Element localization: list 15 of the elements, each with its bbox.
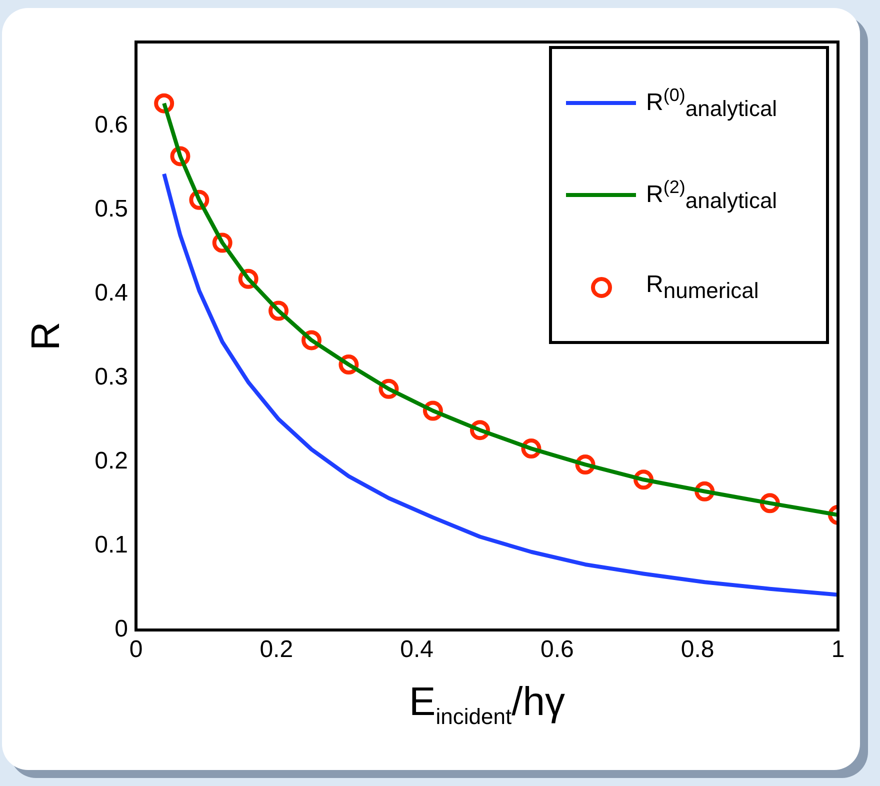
y-tick-label: 0.3 [94,364,128,391]
point [154,93,174,114]
x-tick-label: 0.6 [540,636,574,664]
x-tick-label: 0.8 [680,636,714,664]
x-tick-label: 1 [831,636,845,664]
y-tick-label: 0.2 [94,448,128,475]
y-tick-label: 0.4 [94,280,128,307]
x-axis-title: E$_{incident}$/hγ [408,680,566,730]
x-tick-label: 0.2 [260,636,294,664]
x-tick-label: 0.4 [400,636,434,664]
y-tick-label: 0.5 [94,196,128,223]
y-tick-label: 0 [114,616,128,643]
y-tick-label: 0.6 [94,112,128,139]
y-axis-title: R [24,322,68,350]
y-tick-label: 0.1 [94,532,128,559]
